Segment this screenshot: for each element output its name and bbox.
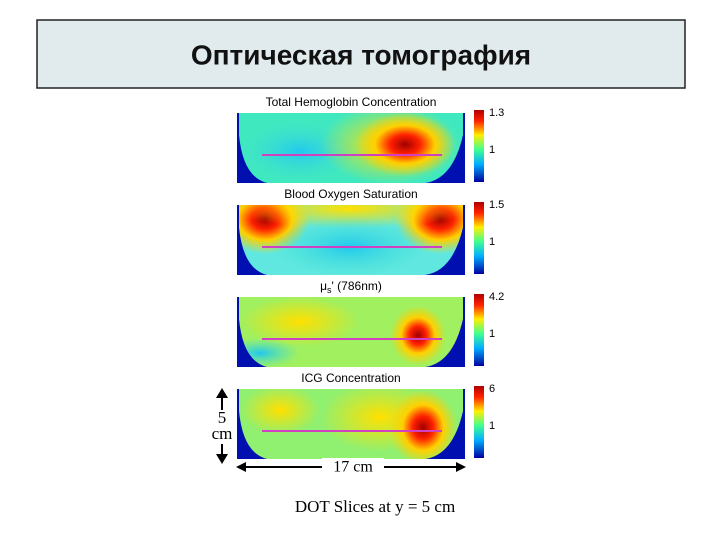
colorbar-mid: 1 [489,420,495,432]
colorbar [474,202,484,274]
panel: μs' (786nm) 4.2 1 [237,279,504,367]
slide-title: Оптическая томография [191,39,531,70]
colorbar-mid: 1 [489,144,495,156]
label-bg [322,458,384,476]
heatmap [239,205,463,275]
colorbar-max: 1.3 [489,107,504,119]
panel-title: Blood Oxygen Saturation [284,187,417,201]
panel-title: μs' (786nm) [320,279,382,295]
panel: ICG Concentration 6 1 [237,371,495,459]
colorbar-mid: 1 [489,328,495,340]
title-symbol: μ [320,279,327,293]
heatmap-region [389,389,457,459]
title-subscript: s [327,285,332,295]
colorbar [474,110,484,182]
colorbar-max: 4.2 [489,291,504,303]
heatmap-region [239,338,300,367]
heatmap-region [239,205,463,229]
height-number: 5 [218,408,227,427]
heatmap [239,389,463,459]
colorbar-max: 1.5 [489,199,504,211]
width-label: 17 cm [333,459,373,476]
panel: Total Hemoglobin Concentration 1.3 1 [237,95,504,183]
colorbar [474,386,484,458]
label-bg [212,410,234,444]
heatmap [239,113,463,183]
panel: Blood Oxygen Saturation 1.5 1 [237,187,504,275]
heatmap-region [355,113,455,177]
figure: Total Hemoglobin Concentration1.31Blood … [237,95,504,459]
heatmap-region [390,305,446,366]
heatmap [239,297,463,367]
heatmap-region [240,389,320,435]
panel-title: ICG Concentration [301,371,400,385]
height-unit: cm [212,424,233,443]
colorbar-max: 6 [489,383,495,395]
panel-title: Total Hemoglobin Concentration [266,95,437,109]
caption: DOT Slices at y = 5 cm [295,497,455,516]
title-box [36,19,686,89]
title-rest: ' (786nm) [332,279,382,293]
colorbar [474,294,484,366]
colorbar-mid: 1 [489,236,495,248]
heatmap-region [240,297,360,347]
